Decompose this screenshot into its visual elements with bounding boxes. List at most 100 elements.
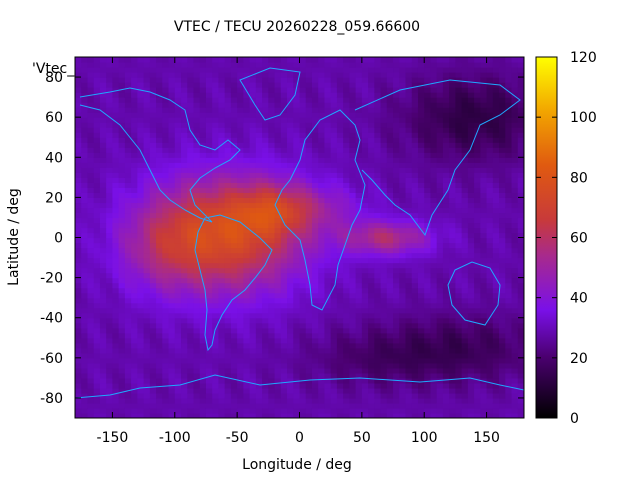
- heatmap-cell: [355, 57, 363, 63]
- heatmap-cell: [455, 147, 463, 153]
- heatmap-cell: [262, 102, 269, 108]
- heatmap-cell: [474, 222, 481, 229]
- heatmap-cell: [374, 207, 382, 214]
- heatmap-cell: [330, 202, 338, 209]
- heatmap-cell: [205, 117, 213, 123]
- heatmap-cell: [118, 382, 126, 389]
- heatmap-cell: [499, 162, 506, 168]
- heatmap-cell: [349, 307, 357, 314]
- heatmap-cell: [318, 292, 326, 299]
- heatmap-cell: [187, 352, 195, 359]
- heatmap-cell: [449, 62, 457, 68]
- heatmap-cell: [442, 62, 450, 68]
- heatmap-cell: [361, 87, 369, 93]
- heatmap-cell: [467, 402, 475, 409]
- heatmap-cell: [293, 117, 301, 123]
- heatmap-cell: [330, 77, 338, 83]
- heatmap-cell: [461, 107, 469, 113]
- heatmap-cell: [467, 382, 475, 389]
- heatmap-cell: [168, 222, 176, 229]
- heatmap-cell: [268, 337, 276, 344]
- heatmap-cell: [199, 347, 207, 354]
- heatmap-cell: [486, 227, 494, 234]
- heatmap-cell: [156, 117, 163, 123]
- heatmap-cell: [474, 267, 481, 274]
- heatmap-cell: [449, 407, 457, 414]
- heatmap-cell: [411, 252, 419, 259]
- heatmap-cell: [199, 312, 207, 319]
- heatmap-cell: [324, 57, 332, 63]
- heatmap-cell: [174, 187, 182, 193]
- heatmap-cell: [374, 257, 382, 264]
- heatmap-cell: [181, 77, 188, 83]
- heatmap-cell: [149, 192, 157, 198]
- heatmap-cell: [124, 62, 132, 68]
- heatmap-cell: [368, 207, 375, 214]
- heatmap-cell: [405, 137, 413, 143]
- heatmap-cell: [343, 402, 350, 409]
- heatmap-cell: [368, 382, 375, 389]
- heatmap-cell: [81, 252, 89, 259]
- heatmap-cell: [99, 222, 107, 229]
- heatmap-cell: [255, 147, 263, 153]
- heatmap-cell: [499, 82, 506, 88]
- heatmap-cell: [318, 192, 326, 198]
- heatmap-cell: [374, 182, 382, 188]
- heatmap-cell: [480, 412, 488, 418]
- heatmap-cell: [480, 357, 488, 364]
- heatmap-cell: [212, 207, 220, 214]
- heatmap-cell: [436, 367, 444, 374]
- heatmap-cell: [386, 167, 394, 173]
- heatmap-cell: [255, 357, 263, 364]
- heatmap-cell: [174, 112, 182, 118]
- heatmap-cell: [455, 242, 463, 249]
- heatmap-cell: [268, 162, 276, 168]
- heatmap-cell: [199, 287, 207, 294]
- heatmap-cell: [237, 152, 244, 158]
- heatmap-cell: [143, 87, 151, 93]
- heatmap-cell: [174, 197, 182, 204]
- heatmap-cell: [168, 112, 176, 118]
- heatmap-cell: [343, 347, 350, 354]
- heatmap-cell: [405, 127, 413, 133]
- heatmap-cell: [149, 212, 157, 219]
- heatmap-cell: [455, 192, 463, 198]
- heatmap-cell: [430, 137, 438, 143]
- heatmap-cell: [380, 297, 388, 304]
- heatmap-cell: [318, 67, 326, 73]
- heatmap-cell: [255, 302, 263, 309]
- heatmap-cell: [156, 222, 163, 229]
- heatmap-cell: [349, 247, 357, 254]
- heatmap-cell: [106, 387, 114, 394]
- heatmap-cell: [131, 142, 138, 148]
- heatmap-cell: [249, 177, 257, 183]
- heatmap-cell: [268, 237, 276, 244]
- heatmap-cell: [124, 282, 132, 289]
- heatmap-cell: [436, 362, 444, 369]
- heatmap-cell: [499, 227, 506, 234]
- heatmap-cell: [499, 142, 506, 148]
- heatmap-cell: [174, 122, 182, 128]
- heatmap-cell: [224, 312, 232, 319]
- heatmap-cell: [461, 322, 469, 329]
- heatmap-cell: [430, 212, 438, 219]
- heatmap-cell: [305, 382, 313, 389]
- heatmap-cell: [262, 242, 269, 249]
- heatmap-cell: [480, 202, 488, 209]
- heatmap-cell: [386, 222, 394, 229]
- heatmap-cell: [386, 147, 394, 153]
- heatmap-cell: [467, 197, 475, 204]
- heatmap-cell: [361, 217, 369, 224]
- heatmap-cell: [137, 397, 145, 404]
- heatmap-cell: [311, 142, 319, 148]
- heatmap-cell: [311, 227, 319, 234]
- heatmap-cell: [374, 407, 382, 414]
- heatmap-cell: [268, 317, 276, 324]
- heatmap-cell: [293, 172, 301, 178]
- heatmap-cell: [137, 312, 145, 319]
- heatmap-cell: [156, 282, 163, 289]
- heatmap-cell: [280, 362, 288, 369]
- heatmap-cell: [405, 192, 413, 198]
- heatmap-cell: [386, 82, 394, 88]
- heatmap-cell: [293, 397, 301, 404]
